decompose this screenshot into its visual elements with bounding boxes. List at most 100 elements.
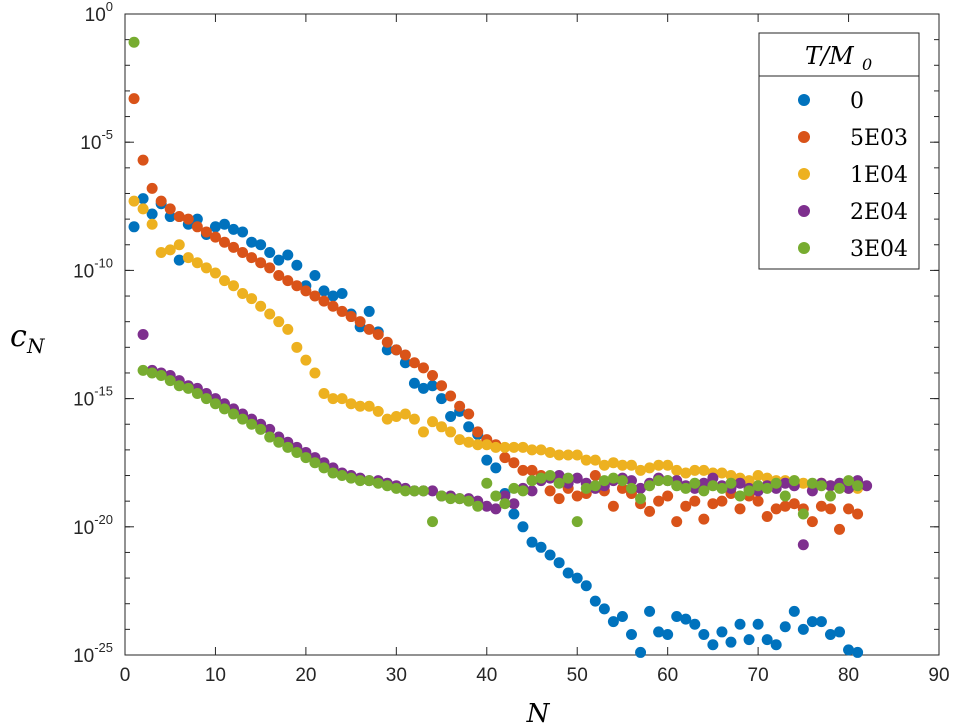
data-point <box>237 413 249 425</box>
data-point <box>390 344 402 356</box>
data-point <box>318 295 330 307</box>
data-point <box>598 475 610 487</box>
data-point <box>598 459 610 471</box>
x-tick-label: 60 <box>657 665 678 686</box>
legend-marker <box>798 168 810 180</box>
tick-labels: 0 10 20 30 40 50 60 70 80 90 100 10-5 10-10 10-15 10-2… <box>73 0 950 686</box>
data-point <box>481 500 493 512</box>
data-point <box>228 241 240 253</box>
data-point <box>508 457 520 469</box>
legend-label: 3E04 <box>850 237 908 262</box>
data-point <box>354 400 366 412</box>
data-point <box>173 380 185 392</box>
data-point <box>517 521 529 533</box>
data-point <box>806 485 818 497</box>
y-tick-label: 10-15 <box>73 384 113 411</box>
data-point <box>797 477 809 489</box>
data-point <box>580 482 592 494</box>
data-point <box>725 636 737 648</box>
data-point <box>137 193 149 205</box>
x-tick-label: 20 <box>295 665 316 686</box>
data-point <box>427 516 439 528</box>
data-point <box>571 449 583 461</box>
data-point <box>436 421 448 433</box>
legend: T/M 0 0 5E03 1E04 2E04 3E04 <box>758 32 920 270</box>
data-point <box>698 477 710 489</box>
data-point <box>535 541 547 553</box>
data-point <box>327 290 339 302</box>
data-point <box>580 454 592 466</box>
data-point <box>635 482 647 494</box>
legend-label: 5E03 <box>850 126 908 151</box>
data-point <box>273 270 285 282</box>
data-point <box>734 503 746 515</box>
data-point <box>508 498 520 510</box>
data-point <box>200 393 212 405</box>
data-point <box>427 370 439 382</box>
data-point <box>255 257 267 269</box>
data-point <box>363 400 375 412</box>
data-point <box>752 480 764 492</box>
data-point <box>246 418 258 430</box>
data-point <box>300 285 312 297</box>
data-point <box>770 503 782 515</box>
data-point <box>770 477 782 489</box>
data-point <box>861 480 873 492</box>
data-point <box>689 477 701 489</box>
data-point <box>191 387 203 399</box>
data-point <box>336 305 348 317</box>
data-point <box>137 364 149 376</box>
data-point <box>237 287 249 299</box>
data-point <box>671 611 683 623</box>
data-point <box>318 462 330 474</box>
data-point <box>264 308 276 320</box>
data-point <box>191 213 203 225</box>
data-point <box>680 613 692 625</box>
data-point <box>399 408 411 420</box>
data-point <box>779 500 791 512</box>
data-point <box>815 616 827 628</box>
data-point <box>463 436 475 448</box>
data-point <box>408 357 420 369</box>
x-tick-label: 10 <box>205 665 226 686</box>
data-point <box>282 275 294 287</box>
data-point <box>372 477 384 489</box>
data-point <box>671 480 683 492</box>
data-point <box>644 605 656 617</box>
data-point <box>146 182 158 194</box>
data-point <box>517 441 529 453</box>
data-point <box>164 211 176 223</box>
data-point <box>843 644 855 656</box>
y-axis-label-main: c <box>10 319 27 354</box>
data-point <box>635 464 647 476</box>
data-point <box>173 239 185 251</box>
data-point <box>616 475 628 487</box>
data-point <box>182 213 194 225</box>
data-point <box>445 390 457 402</box>
data-point <box>544 446 556 458</box>
data-point <box>264 423 276 435</box>
data-point <box>734 477 746 489</box>
data-point <box>155 195 167 207</box>
data-point <box>815 500 827 512</box>
data-point <box>472 426 484 438</box>
data-point <box>282 249 294 261</box>
data-point <box>499 441 511 453</box>
data-point <box>734 490 746 502</box>
data-point <box>607 472 619 484</box>
data-point <box>553 449 565 461</box>
data-point <box>454 434 466 446</box>
data-point <box>535 472 547 484</box>
data-point <box>716 626 728 638</box>
data-point <box>834 523 846 535</box>
data-point <box>562 567 574 579</box>
data-point <box>146 367 158 379</box>
data-point <box>526 464 538 476</box>
data-point <box>680 482 692 494</box>
legend-label: 1E04 <box>850 163 908 188</box>
data-point <box>689 464 701 476</box>
x-tick-label: 80 <box>838 665 859 686</box>
data-point <box>653 626 665 638</box>
data-point <box>354 475 366 487</box>
data-point <box>445 426 457 438</box>
